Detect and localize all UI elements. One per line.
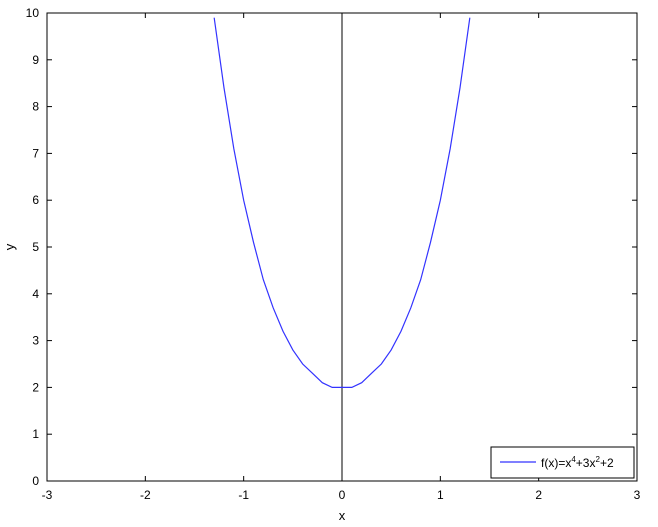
x-tick-label: 3: [634, 488, 641, 502]
y-tick-label: 6: [32, 193, 39, 207]
y-tick-label: 7: [32, 146, 39, 160]
legend-label-sup2: 2: [595, 455, 600, 464]
y-axis-ticks: 0 1 2 3 4 5 6 7 8 9 10: [26, 6, 637, 488]
legend-label-tail: +2: [600, 456, 614, 470]
y-tick-label: 4: [32, 287, 39, 301]
y-tick-label: 10: [26, 6, 40, 20]
legend-label-sup1: 4: [571, 455, 576, 464]
y-tick-label: 5: [32, 240, 39, 254]
y-tick-label: 8: [32, 100, 39, 114]
legend-label-base: f(x)=x: [541, 456, 571, 470]
legend: f(x)=x4+3x2+2: [490, 446, 635, 479]
y-axis-label: y: [2, 243, 17, 250]
y-tick-label: 2: [32, 380, 39, 394]
y-tick-label: 3: [32, 334, 39, 348]
x-tick-label: 1: [437, 488, 444, 502]
x-tick-label: -2: [140, 488, 151, 502]
x-tick-label: -1: [238, 488, 249, 502]
y-tick-label: 0: [32, 474, 39, 488]
legend-label-mid: +3x: [576, 456, 596, 470]
x-tick-label: -3: [42, 488, 53, 502]
x-axis-label: x: [339, 508, 346, 523]
y-tick-label: 1: [32, 427, 39, 441]
x-tick-label: 0: [339, 488, 346, 502]
y-tick-label: 9: [32, 53, 39, 67]
legend-label: f(x)=x4+3x2+2: [541, 455, 614, 470]
x-tick-label: 2: [535, 488, 542, 502]
series-line-f-x: [213, 17, 471, 388]
